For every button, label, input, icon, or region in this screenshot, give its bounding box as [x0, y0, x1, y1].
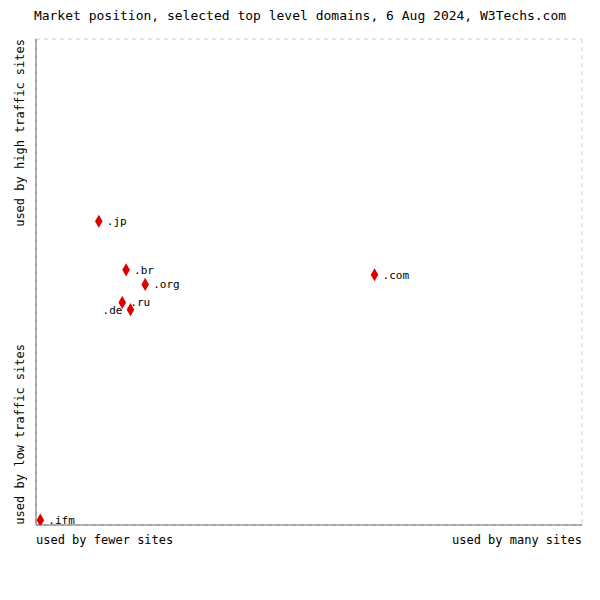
svg-text:.org: .org [153, 278, 180, 291]
svg-text:.br: .br [134, 264, 154, 277]
svg-text:.jp: .jp [107, 215, 127, 228]
html-text:Market position, selected top: Market position, selected top level doma… [33, 8, 567, 23]
html-text:used by fewer sites: used by fewer sites [36, 533, 174, 547]
svg-text:.ru: .ru [130, 296, 150, 309]
svg-text:.com: .com [383, 269, 410, 282]
html-text:used by high traffic sites: used by high traffic sites [13, 39, 27, 227]
svg-text:.de: .de [103, 304, 123, 317]
svg-text:.ifm: .ifm [48, 514, 75, 525]
html-text:used by low traffic sites: used by low traffic sites [13, 344, 27, 525]
html-text:used by many sites: used by many sites [452, 533, 582, 547]
